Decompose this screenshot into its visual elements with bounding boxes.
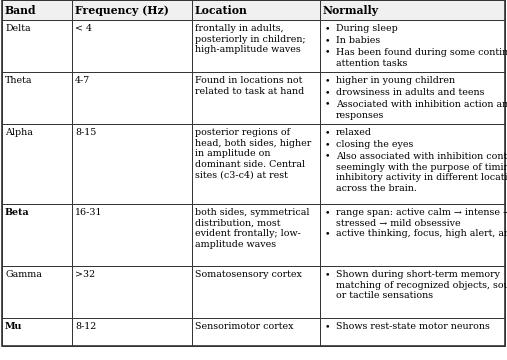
Text: Somatosensory cortex: Somatosensory cortex <box>195 270 302 279</box>
Text: •: • <box>325 48 331 57</box>
Bar <box>192 20 320 72</box>
Bar <box>192 204 320 266</box>
Bar <box>320 318 505 346</box>
Text: Alpha: Alpha <box>5 128 33 137</box>
Text: •: • <box>325 229 331 238</box>
Bar <box>192 318 320 346</box>
Text: Associated with inhibition action and
responses: Associated with inhibition action and re… <box>336 100 507 120</box>
Bar <box>72 266 192 318</box>
Bar <box>192 0 320 20</box>
Bar <box>2 20 72 72</box>
Text: >32: >32 <box>75 270 95 279</box>
Text: Beta: Beta <box>5 208 29 217</box>
Bar <box>72 204 192 266</box>
Text: higher in young children: higher in young children <box>336 76 455 85</box>
Text: •: • <box>325 76 331 85</box>
Text: •: • <box>325 270 331 279</box>
Text: •: • <box>325 88 331 97</box>
Text: •: • <box>325 140 331 149</box>
Bar <box>320 124 505 204</box>
Text: drowsiness in adults and teens: drowsiness in adults and teens <box>336 88 485 97</box>
Text: posterior regions of
head, both sides, higher
in amplitude on
dominant side. Cen: posterior regions of head, both sides, h… <box>195 128 311 180</box>
Bar <box>2 124 72 204</box>
Text: 4-7: 4-7 <box>75 76 90 85</box>
Bar <box>320 0 505 20</box>
Bar <box>72 72 192 124</box>
Bar <box>192 124 320 204</box>
Text: Band: Band <box>5 4 37 15</box>
Text: 8-12: 8-12 <box>75 322 96 331</box>
Text: •: • <box>325 100 331 109</box>
Text: Frequency (Hz): Frequency (Hz) <box>75 4 169 15</box>
Text: both sides, symmetrical
distribution, most
evident frontally; low-
amplitude wav: both sides, symmetrical distribution, mo… <box>195 208 309 249</box>
Text: Shown during short-term memory
matching of recognized objects, sounds,
or tactil: Shown during short-term memory matching … <box>336 270 507 301</box>
Text: During sleep: During sleep <box>336 24 398 33</box>
Text: frontally in adults,
posteriorly in children;
high-amplitude waves: frontally in adults, posteriorly in chil… <box>195 24 306 54</box>
Bar <box>2 266 72 318</box>
Bar <box>192 266 320 318</box>
Text: < 4: < 4 <box>75 24 92 33</box>
Text: •: • <box>325 36 331 45</box>
Text: In babies: In babies <box>336 36 380 45</box>
Bar <box>2 318 72 346</box>
Text: 16-31: 16-31 <box>75 208 102 217</box>
Text: •: • <box>325 128 331 137</box>
Bar <box>320 204 505 266</box>
Text: active thinking, focus, high alert, anxious: active thinking, focus, high alert, anxi… <box>336 229 507 238</box>
Text: •: • <box>325 152 331 161</box>
Bar <box>2 72 72 124</box>
Text: Gamma: Gamma <box>5 270 42 279</box>
Bar <box>72 318 192 346</box>
Text: •: • <box>325 322 331 331</box>
Bar <box>72 0 192 20</box>
Text: relaxed: relaxed <box>336 128 372 137</box>
Text: Mu: Mu <box>5 322 22 331</box>
Bar <box>320 72 505 124</box>
Text: •: • <box>325 24 331 33</box>
Text: Found in locations not
related to task at hand: Found in locations not related to task a… <box>195 76 304 96</box>
Text: Sensorimotor cortex: Sensorimotor cortex <box>195 322 294 331</box>
Text: Location: Location <box>195 4 248 15</box>
Text: Has been found during some continuous-
attention tasks: Has been found during some continuous- a… <box>336 48 507 68</box>
Text: Shows rest-state motor neurons: Shows rest-state motor neurons <box>336 322 490 331</box>
Bar <box>320 20 505 72</box>
Bar <box>320 266 505 318</box>
Text: •: • <box>325 208 331 217</box>
Bar <box>2 204 72 266</box>
Text: range span: active calm → intense →
stressed → mild obsessive: range span: active calm → intense → stre… <box>336 208 507 228</box>
Bar <box>72 20 192 72</box>
Text: Also associated with inhibition control,
seemingly with the purpose of timing
in: Also associated with inhibition control,… <box>336 152 507 193</box>
Bar <box>192 72 320 124</box>
Text: Delta: Delta <box>5 24 30 33</box>
Text: Normally: Normally <box>323 4 379 15</box>
Bar <box>72 124 192 204</box>
Bar <box>2 0 72 20</box>
Text: 8-15: 8-15 <box>75 128 96 137</box>
Text: Theta: Theta <box>5 76 32 85</box>
Text: closing the eyes: closing the eyes <box>336 140 413 149</box>
